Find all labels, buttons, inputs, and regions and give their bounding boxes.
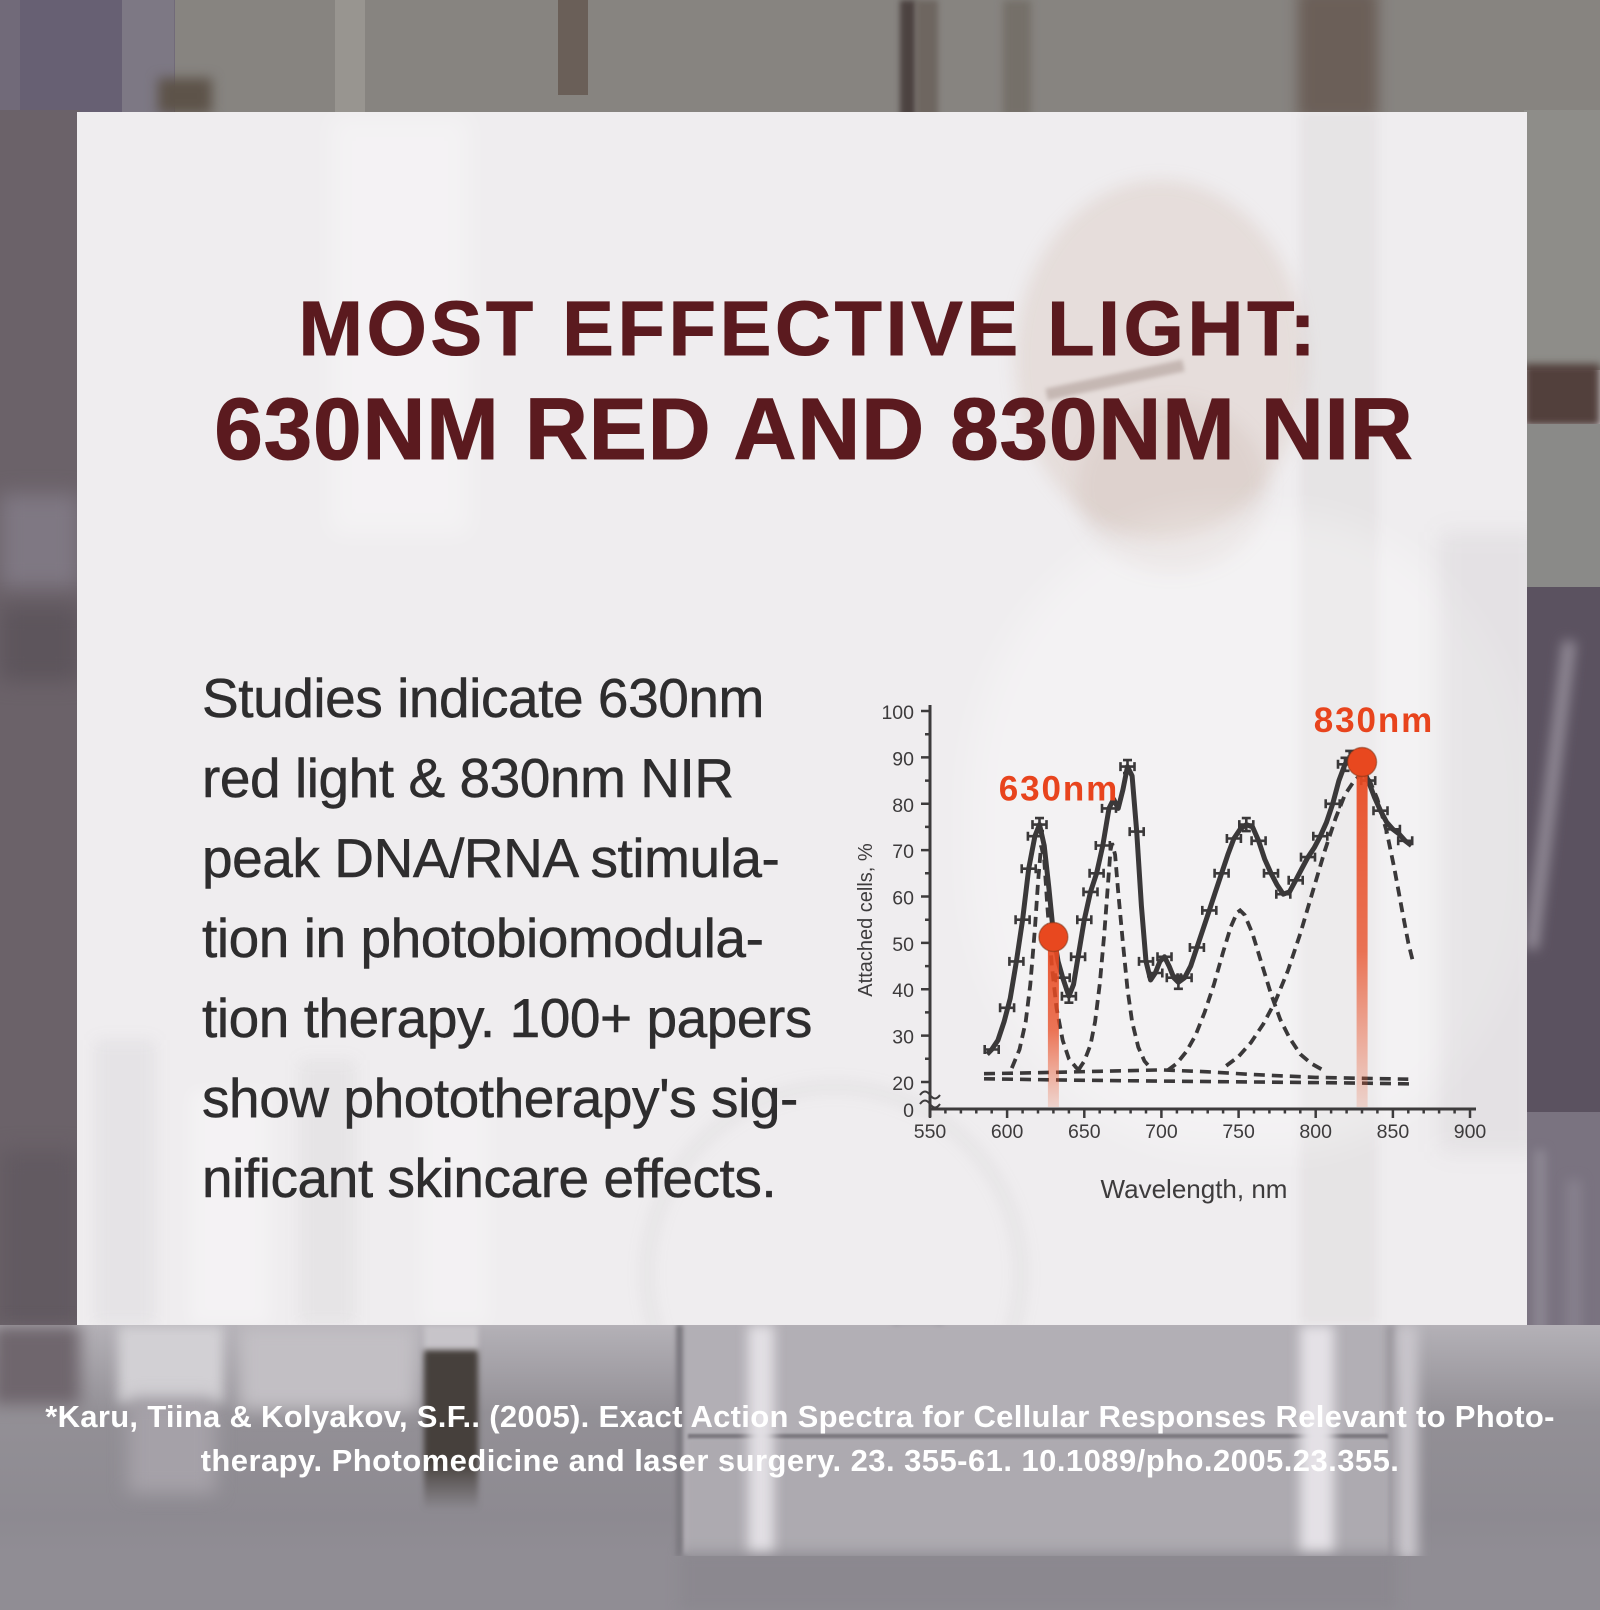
svg-text:Attached cells, %: Attached cells, % <box>855 843 877 997</box>
svg-text:700: 700 <box>1145 1121 1178 1143</box>
svg-text:850: 850 <box>1377 1121 1410 1143</box>
svg-text:100: 100 <box>881 702 914 724</box>
svg-text:800: 800 <box>1299 1121 1332 1143</box>
svg-text:0: 0 <box>903 1100 914 1122</box>
svg-text:900: 900 <box>1454 1121 1487 1143</box>
svg-text:40: 40 <box>892 980 914 1002</box>
svg-text:750: 750 <box>1222 1121 1255 1143</box>
svg-text:30: 30 <box>892 1027 914 1049</box>
svg-text:20: 20 <box>892 1073 914 1095</box>
svg-text:70: 70 <box>892 841 914 863</box>
svg-text:80: 80 <box>892 795 914 817</box>
svg-text:90: 90 <box>892 748 914 770</box>
svg-text:Wavelength, nm: Wavelength, nm <box>1101 1174 1288 1204</box>
svg-text:630nm: 630nm <box>999 770 1119 809</box>
svg-text:60: 60 <box>892 888 914 910</box>
svg-text:830nm: 830nm <box>1314 701 1434 740</box>
svg-text:650: 650 <box>1068 1121 1101 1143</box>
svg-text:50: 50 <box>892 934 914 956</box>
svg-text:550: 550 <box>914 1121 947 1143</box>
svg-text:600: 600 <box>991 1121 1024 1143</box>
